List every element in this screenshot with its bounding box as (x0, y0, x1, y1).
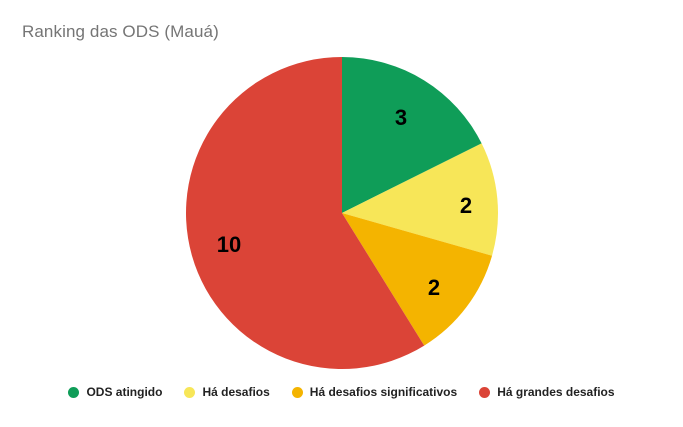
pie-slice-value-label: 10 (216, 232, 242, 257)
pie-slice-value-label: 2 (459, 193, 473, 218)
legend-item-label: ODS atingido (86, 385, 163, 399)
legend-item[interactable]: ODS atingido (68, 385, 162, 399)
pie-slice-value-label: 2 (427, 275, 441, 300)
legend-color-dot-icon (68, 386, 80, 398)
pie-slice[interactable] (342, 57, 482, 213)
legend-color-dot-icon (184, 386, 196, 398)
legend-item[interactable]: Há desafios (184, 385, 270, 399)
legend-item[interactable]: Há desafios significativos (291, 385, 458, 399)
chart-title: Ranking das ODS (Mauá) (22, 22, 219, 41)
legend-item-label: Há desafios significativos (309, 385, 458, 399)
pie-slice-value-label: 3 (394, 105, 408, 130)
legend-item-label: Há desafios (202, 385, 270, 399)
pie-slice[interactable] (342, 213, 493, 346)
legend-item-label: Há grandes desafios (497, 385, 615, 399)
legend-color-dot-icon (479, 386, 491, 398)
legend-color-dot-icon (291, 386, 303, 398)
legend-item[interactable]: Há grandes desafios (479, 385, 615, 399)
pie-slice[interactable] (185, 57, 425, 369)
chart-legend: ODS atingido Há desafios Há desafios signi… (0, 381, 683, 403)
pie-slice[interactable] (342, 143, 499, 256)
